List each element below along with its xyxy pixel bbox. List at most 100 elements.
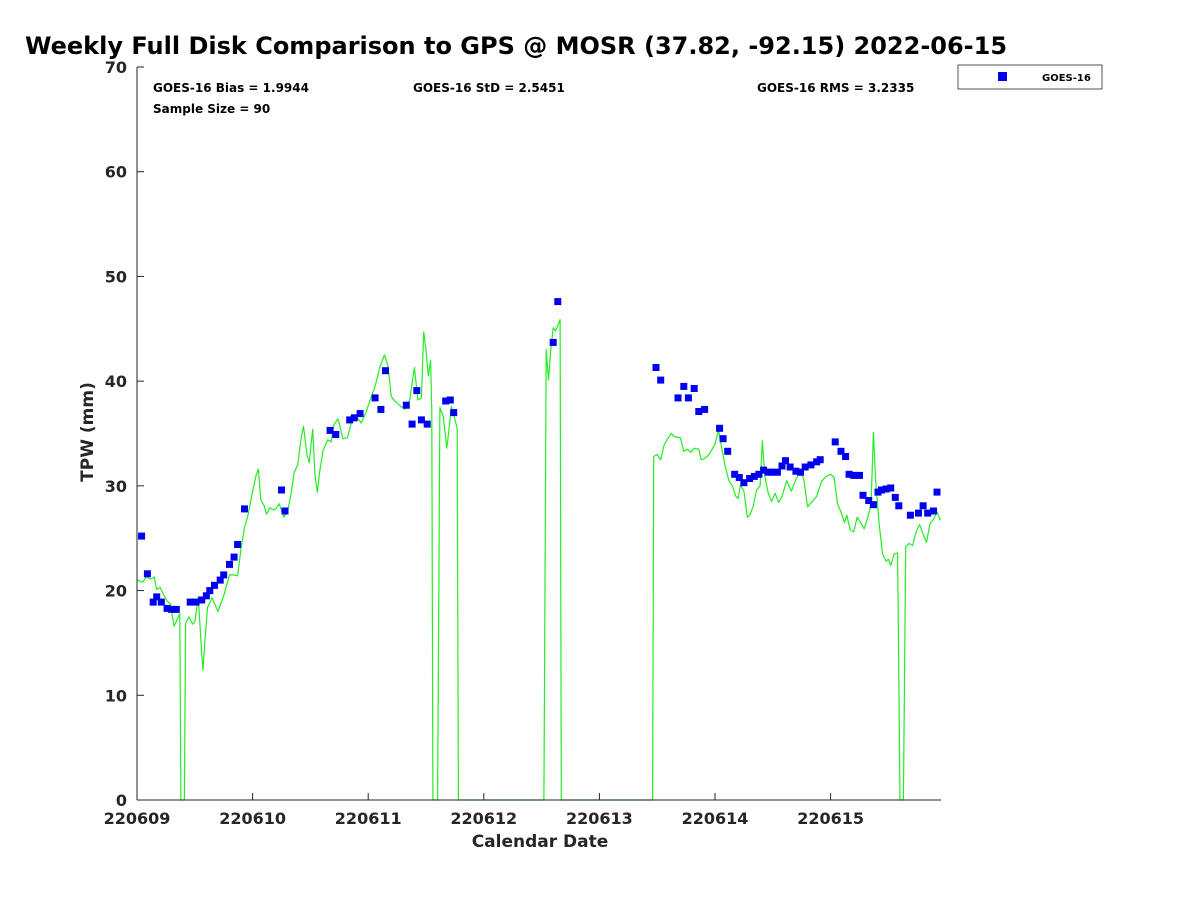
x-tick-label: 220611 xyxy=(335,809,402,828)
goes16-point xyxy=(856,471,863,479)
goes16-point xyxy=(281,507,289,515)
goes16-point xyxy=(163,604,171,612)
goes16-point xyxy=(865,497,873,504)
goes16-point xyxy=(153,593,161,601)
goes16-point xyxy=(278,486,285,494)
gps-series-line xyxy=(136,318,941,801)
goes16-point xyxy=(842,453,850,460)
stat-bias: GOES-16 Bias = 1.9944 xyxy=(153,81,309,95)
goes16-point xyxy=(701,405,709,413)
legend-marker-goes16 xyxy=(998,72,1007,81)
goes16-point xyxy=(346,416,354,424)
goes16-point xyxy=(382,367,389,375)
gps-series-layer xyxy=(136,318,941,801)
goes16-point xyxy=(674,394,682,402)
goes16-point xyxy=(172,605,180,613)
goes16-point xyxy=(186,598,194,606)
goes16-point xyxy=(446,396,454,404)
goes16-point xyxy=(724,447,732,455)
goes16-point xyxy=(807,461,815,469)
x-axis-ticks: 220609 220610 220611 220612 220613 220614 2206… xyxy=(104,793,864,828)
goes16-point xyxy=(216,576,224,584)
y-axis-ticks: 0 10 20 30 40 50 60 70 xyxy=(105,58,144,810)
x-axis-label: Calendar Date xyxy=(472,832,609,852)
goes16-point xyxy=(859,491,867,499)
goes16-point xyxy=(831,438,839,446)
goes16-point xyxy=(786,463,794,471)
goes16-point xyxy=(769,468,777,476)
x-tick-label: 220610 xyxy=(219,809,286,828)
goes16-point xyxy=(782,457,789,465)
goes16-point xyxy=(657,376,665,384)
x-tick-label: 220615 xyxy=(797,809,864,828)
goes16-point xyxy=(192,598,200,606)
goes16-point xyxy=(402,401,410,409)
goes16-point xyxy=(680,382,688,390)
goes16-point xyxy=(423,420,431,428)
y-axis-label: TPW (mm) xyxy=(78,382,98,482)
y-tick-label: 50 xyxy=(105,267,127,286)
goes16-point xyxy=(919,502,927,510)
goes16-point xyxy=(850,471,858,479)
goes16-point xyxy=(234,541,242,548)
goes16-point xyxy=(226,560,233,568)
goes16-point xyxy=(326,426,334,434)
x-tick-label: 220612 xyxy=(450,809,517,828)
stat-rms: GOES-16 RMS = 3.2335 xyxy=(757,81,914,95)
goes16-point xyxy=(891,493,899,501)
goes16-point xyxy=(801,463,809,471)
goes16-point xyxy=(206,587,214,595)
goes16-point xyxy=(816,456,824,464)
y-tick-label: 70 xyxy=(105,58,127,77)
goes16-point xyxy=(417,416,425,424)
chart-title: Weekly Full Disk Comparison to GPS @ MOS… xyxy=(25,32,1007,60)
goes16-point xyxy=(797,468,804,476)
x-tick-label: 220613 xyxy=(566,809,633,828)
goes16-point xyxy=(450,409,458,417)
goes16-point xyxy=(740,479,748,487)
goes16-point xyxy=(792,467,800,475)
goes16-point xyxy=(202,592,210,600)
stat-sample-size: Sample Size = 90 xyxy=(153,102,270,116)
goes16-point xyxy=(371,394,379,402)
goes16-point xyxy=(915,509,922,517)
goes16-point xyxy=(143,570,151,578)
goes16-point xyxy=(149,598,157,606)
goes16-point xyxy=(198,596,206,604)
y-tick-label: 60 xyxy=(105,163,127,182)
y-tick-label: 30 xyxy=(105,477,127,496)
goes16-point xyxy=(735,474,743,481)
goes16-point xyxy=(845,470,853,478)
plot-area xyxy=(136,67,941,801)
y-tick-label: 40 xyxy=(105,372,127,391)
legend-box xyxy=(957,64,1103,90)
legend: GOES-16 xyxy=(957,64,1103,90)
goes16-point xyxy=(549,338,557,346)
goes16-point xyxy=(554,298,562,306)
goes16-point xyxy=(764,468,772,476)
goes16-point xyxy=(716,424,724,432)
goes16-point xyxy=(684,394,692,402)
goes16-point xyxy=(837,447,845,455)
y-tick-label: 10 xyxy=(105,686,127,705)
legend-label-goes16: GOES-16 xyxy=(1042,73,1091,84)
goes16-point xyxy=(350,414,358,422)
goes16-point xyxy=(746,475,754,482)
goes16-point xyxy=(778,462,786,470)
goes16-point xyxy=(755,470,763,478)
goes16-point xyxy=(882,485,890,493)
goes16-point xyxy=(168,605,176,613)
goes16-point xyxy=(869,501,877,509)
goes16-point xyxy=(652,364,660,371)
goes16-point xyxy=(878,486,885,494)
goes16-point xyxy=(138,532,146,540)
goes16-point xyxy=(413,387,421,395)
goes16-point xyxy=(230,553,238,561)
goes16-point xyxy=(924,509,932,517)
goes16-point xyxy=(356,410,364,418)
goes16-point xyxy=(887,484,895,492)
goes16-point xyxy=(760,466,768,474)
y-tick-label: 0 xyxy=(116,791,127,810)
plot-background xyxy=(137,67,941,800)
